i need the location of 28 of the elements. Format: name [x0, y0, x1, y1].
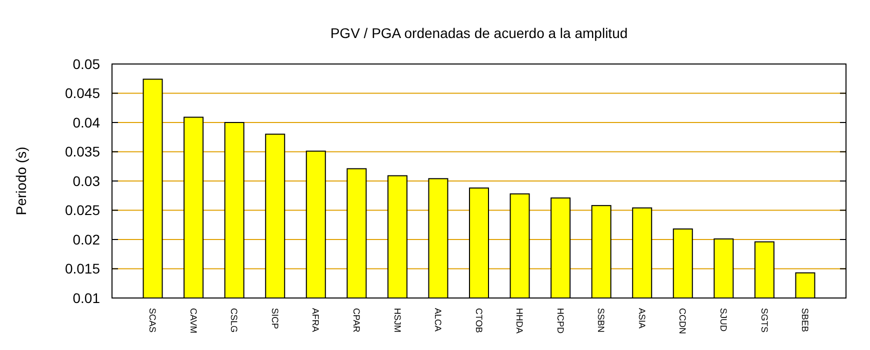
x-tick-label: CTOB — [474, 308, 484, 333]
x-tick-label: SGTS — [759, 308, 770, 333]
y-tick-label: 0.01 — [72, 290, 100, 306]
x-tick-label: HSJM — [392, 308, 402, 332]
x-tick-label: ASIA — [636, 308, 647, 329]
y-tick-label: 0.05 — [72, 56, 100, 72]
y-tick-label: 0.04 — [72, 114, 100, 130]
x-tick-label: SCAS — [148, 308, 158, 333]
y-tick-label: 0.02 — [72, 231, 100, 248]
y-tick-label: 0.03 — [72, 172, 100, 189]
chart-title: PGV / PGA ordenadas de acuerdo a la amplitud — [330, 25, 628, 41]
y-tick-label: 0.035 — [64, 144, 100, 160]
x-tick-label: ALCA — [433, 308, 444, 332]
x-tick-label: CSLG — [229, 308, 240, 333]
x-tick-label: SSBN — [596, 308, 606, 333]
x-tick-label: AFRA — [310, 308, 321, 332]
x-tick-label: CCDN — [678, 308, 688, 334]
y-tick-label: 0.045 — [64, 85, 100, 102]
y-tick-label: 0.025 — [64, 202, 100, 218]
x-tick-label: HHDA — [514, 308, 525, 334]
y-tick-label: 0.015 — [64, 260, 100, 277]
x-tick-label: SICP — [270, 308, 280, 330]
x-tick-label: CAVM — [188, 308, 198, 334]
x-tick-label: CPAR — [352, 308, 362, 333]
x-tick-label: SBEB — [800, 308, 810, 332]
y-axis-title: Periodo (s) — [13, 146, 29, 216]
x-tick-label: SJUD — [718, 308, 729, 332]
x-tick-label: HCPD — [555, 308, 566, 334]
